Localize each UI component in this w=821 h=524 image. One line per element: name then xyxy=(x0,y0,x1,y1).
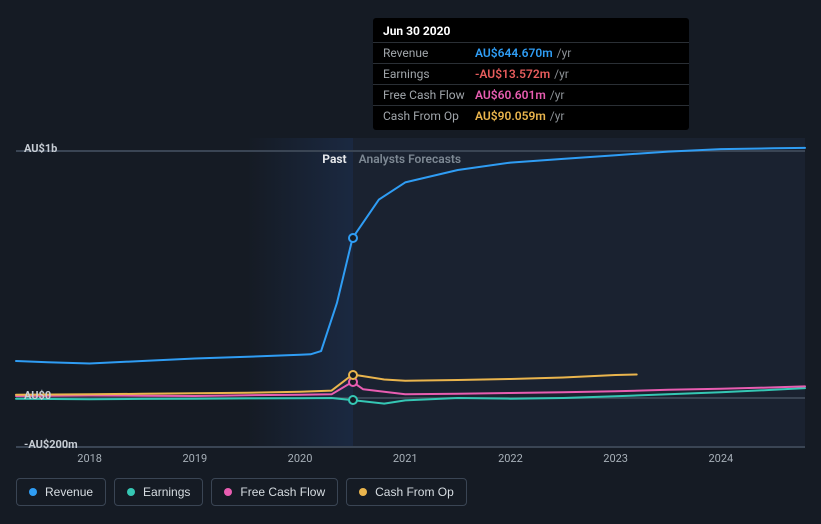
tooltip-row-unit: /yr xyxy=(550,87,565,103)
legend-item-cfo[interactable]: Cash From Op xyxy=(346,478,467,506)
x-tick-label: 2023 xyxy=(603,452,628,465)
legend-label: Free Cash Flow xyxy=(240,485,325,499)
hover-marker xyxy=(348,370,358,380)
legend-label: Cash From Op xyxy=(375,485,454,499)
tooltip-row-value: AU$90.059m xyxy=(475,108,546,124)
y-tick-label: AU$1b xyxy=(24,142,57,155)
gridline xyxy=(16,446,805,448)
legend-swatch xyxy=(29,488,37,496)
forecast-label: Analysts Forecasts xyxy=(359,152,461,166)
hover-tooltip: Jun 30 2020 RevenueAU$644.670m/yrEarning… xyxy=(373,18,689,130)
x-tick-label: 2021 xyxy=(393,452,418,465)
tooltip-row-value: -AU$13.572m xyxy=(475,66,550,82)
tooltip-row: Free Cash FlowAU$60.601m/yr xyxy=(373,84,689,105)
past-label: Past xyxy=(322,152,346,166)
x-tick-label: 2024 xyxy=(708,452,733,465)
x-axis: 2018 2019 2020 2021 2022 2023 2024 xyxy=(16,452,805,472)
plot-area[interactable]: Past Analysts Forecasts xyxy=(16,138,805,446)
tooltip-row-unit: /yr xyxy=(550,108,565,124)
x-tick-label: 2020 xyxy=(288,452,313,465)
y-tick-label: AU$0 xyxy=(24,389,51,402)
y-tick-label: -AU$200m xyxy=(24,438,78,451)
legend-item-fcf[interactable]: Free Cash Flow xyxy=(211,478,338,506)
chart-lines xyxy=(16,138,805,446)
x-tick-label: 2022 xyxy=(498,452,523,465)
chart-container: Past Analysts Forecasts AU$1b AU$0 -AU$2… xyxy=(16,8,805,508)
tooltip-row-value: AU$644.670m xyxy=(475,45,553,61)
x-tick-label: 2019 xyxy=(182,452,207,465)
hover-marker xyxy=(348,395,358,405)
tooltip-row-label: Revenue xyxy=(383,45,475,61)
tooltip-row-label: Earnings xyxy=(383,66,475,82)
legend-swatch xyxy=(224,488,232,496)
legend-swatch xyxy=(127,488,135,496)
tooltip-row: RevenueAU$644.670m/yr xyxy=(373,42,689,63)
line-revenue xyxy=(16,148,805,364)
legend-item-earnings[interactable]: Earnings xyxy=(114,478,203,506)
legend: Revenue Earnings Free Cash Flow Cash From O… xyxy=(16,478,467,506)
legend-label: Revenue xyxy=(45,485,93,499)
legend-label: Earnings xyxy=(143,485,190,499)
x-tick-label: 2018 xyxy=(77,452,102,465)
tooltip-row-label: Free Cash Flow xyxy=(383,87,475,103)
tooltip-row: Earnings-AU$13.572m/yr xyxy=(373,63,689,84)
tooltip-row-unit: /yr xyxy=(557,45,572,61)
tooltip-row-label: Cash From Op xyxy=(383,108,475,124)
legend-swatch xyxy=(359,488,367,496)
tooltip-row: Cash From OpAU$90.059m/yr xyxy=(373,105,689,126)
tooltip-date: Jun 30 2020 xyxy=(373,24,689,42)
legend-item-revenue[interactable]: Revenue xyxy=(16,478,106,506)
tooltip-row-value: AU$60.601m xyxy=(475,87,546,103)
tooltip-row-unit: /yr xyxy=(554,66,569,82)
hover-marker xyxy=(348,233,358,243)
